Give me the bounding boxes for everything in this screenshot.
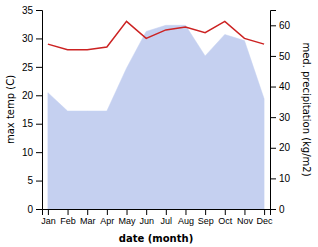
tick: 30 [22,33,42,44]
tick-label: Dec [257,216,274,226]
area [48,25,264,209]
tick-label: 50 [279,51,291,62]
tick: Nov [237,209,254,226]
tick-label: May [119,216,137,226]
tick-label: 0 [279,204,285,215]
tick-label: 25 [22,62,34,73]
tick-label: Sep [198,216,214,226]
tick: Jun [139,209,154,226]
tick: Apr [100,209,114,226]
tick-label: Jun [139,216,154,226]
x-axis: Jan Feb Mar Apr MayJun Jul Aug Sep Oct NovDec [41,209,273,226]
y-axis-title: max temp (C) [5,75,16,144]
tick-label: 15 [22,118,34,129]
tick-mark [36,10,42,11]
tick-label: 35 [22,5,34,16]
tick-label: Apr [100,216,114,226]
tick-label: 20 [279,142,291,153]
tick-label: 10 [279,173,291,184]
tick-mark [270,56,276,57]
tick-label: Jul [161,216,173,226]
tick: 35 [22,5,42,16]
tick: 40 [270,81,291,92]
tick-label: 60 [279,20,291,31]
x-axis-title: date (month) [119,233,193,244]
tick: Mar [80,209,96,226]
tick-mark [36,209,42,210]
tick: 30 [270,112,291,123]
tick-mark [48,209,49,215]
chart-svg: Jan Feb Mar Apr MayJun Jul Aug Sep Oct NovDec 0 5 10… [0,0,318,247]
axis-line [36,11,43,210]
y2-axis: 0 10 20 30 40 50 60 [270,11,291,215]
tick-mark [270,87,276,88]
tick: Sep [198,209,214,226]
tick: 5 [27,175,42,186]
tick: 0 [270,204,285,215]
tick-mark [270,148,276,149]
tick-mark [107,209,108,215]
tick: 20 [270,142,291,153]
tick-mark [36,124,42,125]
tick-label: Feb [60,216,76,226]
tick-label: Nov [237,216,254,226]
tick-mark [166,209,167,215]
tick-label: Jan [41,216,56,226]
y-axis: 0 5 10 15 20 25 30 35 [22,5,43,215]
tick: 25 [22,62,42,73]
tick-mark [127,209,128,215]
tick: Jan [41,209,56,226]
plot: Jan Feb Mar Apr MayJun Jul Aug Sep Oct NovDec 0 5 10… [5,5,312,244]
tick-mark [264,209,265,215]
tick: Aug [178,209,194,226]
tick-mark [270,117,276,118]
tick-mark [36,181,42,182]
tick-label: Mar [80,216,96,226]
tick: 60 [270,20,291,31]
tick-mark [36,67,42,68]
axis-line [43,210,271,216]
line [48,21,264,49]
axis-line [271,11,277,210]
tick-label: 5 [27,175,33,186]
tick-mark [36,38,42,39]
tick-label: 20 [22,90,34,101]
tick-mark [270,25,276,26]
tick: 10 [270,173,291,184]
tick-mark [270,178,276,179]
marks [48,21,264,209]
tick-mark [244,209,245,215]
tick: 10 [22,147,42,158]
tick-mark [87,209,88,215]
tick: Jul [161,209,173,226]
tick-label: Oct [218,216,233,226]
tick: Dec [257,209,274,226]
tick-mark [205,209,206,215]
chart-container: Jan Feb Mar Apr MayJun Jul Aug Sep Oct NovDec 0 5 10… [0,0,318,247]
tick-mark [36,95,42,96]
tick-mark [146,209,147,215]
y2-axis-title: med. precipitation (kg/m2) [301,42,312,176]
tick-mark [68,209,69,215]
tick-label: 10 [22,147,34,158]
tick-mark [185,209,186,215]
tick-label: Aug [178,216,194,226]
tick-mark [36,152,42,153]
tick: May [119,209,137,226]
tick-label: 30 [279,112,291,123]
tick-label: 30 [22,33,34,44]
tick: 15 [22,118,42,129]
tick: 20 [22,90,42,101]
tick-mark [270,209,276,210]
tick: 0 [27,204,42,215]
tick: Feb [60,209,76,226]
tick: 50 [270,51,291,62]
tick-label: 0 [27,204,33,215]
tick: Oct [218,209,233,226]
tick-mark [225,209,226,215]
tick-label: 40 [279,81,291,92]
